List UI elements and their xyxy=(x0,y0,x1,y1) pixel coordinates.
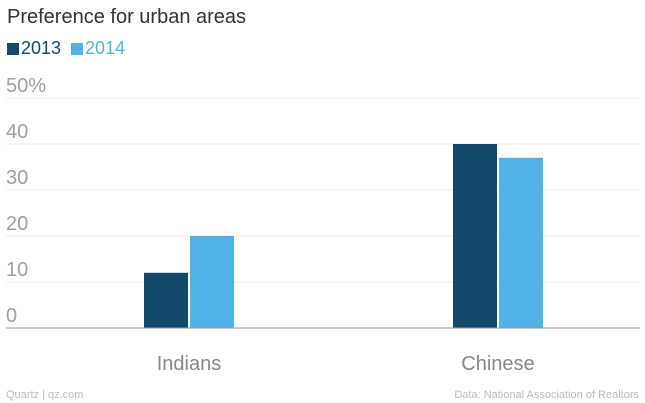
legend-label-2014: 2014 xyxy=(85,38,126,58)
legend-item-2013: 2013 xyxy=(7,38,61,59)
footer-source-right: Data: National Association of Realtors xyxy=(454,389,639,401)
chart-title: Preference for urban areas xyxy=(7,6,247,28)
bar-chinese-2013 xyxy=(453,144,497,328)
chart-legend: 2013 2014 xyxy=(7,38,135,59)
y-tick-label-0: 0 xyxy=(6,305,17,327)
y-tick-label-10: 10 xyxy=(6,259,28,281)
bar-indians-2014 xyxy=(190,236,234,328)
y-tick-label-50: 50% xyxy=(6,75,46,97)
legend-label-2013: 2013 xyxy=(21,38,62,58)
bar-indians-2013 xyxy=(144,272,188,328)
footer-source-left: Quartz | qz.com xyxy=(6,389,84,401)
legend-item-2014: 2014 xyxy=(71,38,125,59)
legend-swatch-2013 xyxy=(7,42,19,55)
y-tick-label-30: 30 xyxy=(6,167,28,189)
legend-swatch-2014 xyxy=(71,42,84,55)
x-category-label-chinese: Chinese xyxy=(461,353,534,375)
y-tick-label-40: 40 xyxy=(6,121,28,143)
bar-chinese-2014 xyxy=(499,157,543,328)
y-tick-label-20: 20 xyxy=(6,213,28,235)
x-category-label-indians: Indians xyxy=(157,353,222,375)
